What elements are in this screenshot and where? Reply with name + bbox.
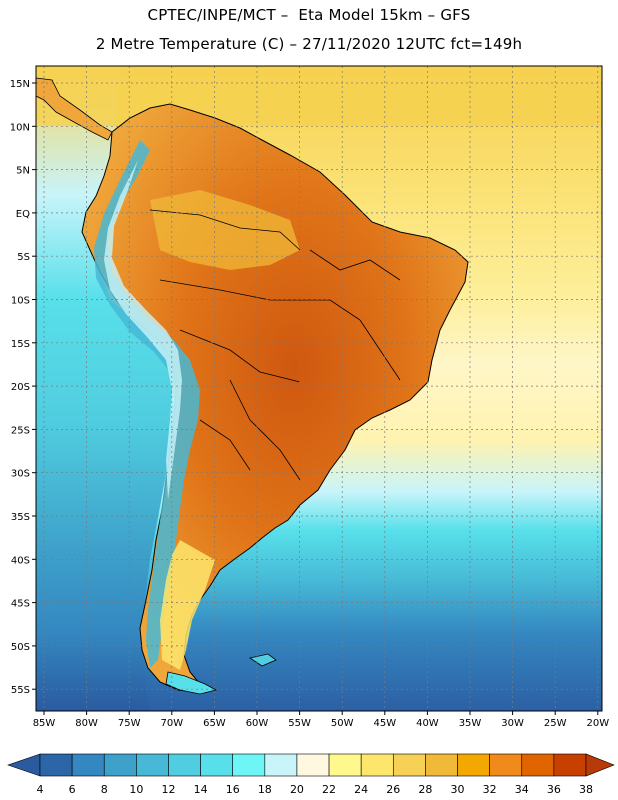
lon-label: 60W	[246, 718, 269, 729]
colorbar-label: 34	[515, 783, 529, 796]
colorbar-segment	[103, 753, 137, 777]
colorbar-segment	[71, 753, 105, 777]
colorbar-label: 8	[101, 783, 108, 796]
colorbar-label: 20	[290, 783, 304, 796]
colorbar-low-arrow	[7, 753, 41, 777]
colorbar-label: 26	[386, 783, 400, 796]
falkland-islands	[248, 653, 277, 667]
central-america	[36, 77, 113, 141]
lat-label: 25S	[11, 425, 30, 436]
colorbar-label: 4	[37, 783, 44, 796]
colorbar-label: 16	[226, 783, 240, 796]
colorbar-segment	[232, 753, 266, 777]
lon-label: 70W	[160, 718, 183, 729]
colorbar-label: 28	[418, 783, 432, 796]
lon-label: 35W	[459, 718, 482, 729]
pacific-ocean	[36, 66, 175, 711]
colorbar-segment	[392, 753, 426, 777]
lat-label: 5N	[16, 166, 30, 177]
colorbar-label: 6	[69, 783, 76, 796]
colorbar-segment	[360, 753, 394, 777]
lon-label: 45W	[373, 718, 396, 729]
patagonia-region	[160, 540, 215, 670]
colorbar-label: 10	[129, 783, 143, 796]
colorbar-segment	[521, 753, 555, 777]
tierra-del-fuego	[165, 671, 218, 695]
lon-label: 30W	[501, 718, 524, 729]
colorbar-segment	[39, 753, 73, 777]
lat-label: 20S	[11, 382, 30, 393]
colorbar-segment	[168, 753, 201, 777]
colorbar-segment	[457, 753, 490, 777]
colorbar-label: 12	[161, 783, 175, 796]
lat-label: 55S	[11, 685, 30, 696]
colorbar-segment	[264, 753, 298, 777]
lon-label: 65W	[203, 718, 226, 729]
colorbar-label: 14	[194, 783, 208, 796]
lat-label: 40S	[11, 555, 30, 566]
lon-label: 85W	[33, 718, 56, 729]
lon-label: 75W	[118, 718, 141, 729]
lat-label: 35S	[11, 512, 30, 523]
longitude-labels: 85W 80W 75W 70W 65W 60W 55W 50W 45W 40W 35W 30W 25W 2…	[33, 711, 609, 729]
colorbar-segment	[328, 753, 362, 777]
colorbar-segment	[136, 753, 169, 777]
lat-label: 45S	[11, 599, 30, 610]
lon-label: 40W	[416, 718, 439, 729]
andes-snow	[104, 160, 182, 500]
lat-label: 10N	[10, 122, 30, 133]
colorbar-label: 32	[483, 783, 497, 796]
country-borders	[149, 209, 401, 481]
lat-label: 50S	[11, 642, 30, 653]
map-title-line1: CPTEC/INPE/MCT – Eta Model 15km – GFS	[147, 6, 471, 24]
lon-label: 50W	[331, 718, 354, 729]
lat-label: 10S	[11, 296, 30, 307]
lon-label: 55W	[288, 718, 311, 729]
colorbar-segment	[489, 753, 523, 777]
lat-label: 30S	[11, 469, 30, 480]
colorbar-label: 22	[322, 783, 336, 796]
colorbar: 4 6 8 10 12 14 16 18 20 22 24 26 28 30 32 34 36 38	[7, 753, 615, 796]
lat-label: 15N	[10, 79, 30, 90]
colorbar-label: 30	[451, 783, 465, 796]
amazon-warm-region	[150, 190, 300, 270]
lon-label: 80W	[75, 718, 98, 729]
colorbar-segment	[296, 753, 330, 777]
colorbar-label: 38	[579, 783, 593, 796]
colorbar-high-arrow	[585, 753, 615, 777]
colorbar-label: 36	[547, 783, 561, 796]
tropical-ocean	[36, 66, 602, 126]
colorbar-segment	[200, 753, 234, 777]
lon-label: 20W	[586, 718, 609, 729]
lat-label: 5S	[17, 252, 30, 263]
lat-label: 15S	[11, 339, 30, 350]
andes-cold-strip	[94, 140, 200, 668]
colorbar-label: 24	[354, 783, 368, 796]
colorbar-label: 18	[258, 783, 272, 796]
map-title-line2: 2 Metre Temperature (C) – 27/11/2020 12U…	[95, 35, 523, 53]
latitude-labels: 15N 10N 5N EQ 5S 10S 15S 20S 25S 30S 35S 40S 45S 50S 5…	[10, 79, 36, 696]
colorbar-segment	[553, 753, 587, 777]
lon-label: 25W	[544, 718, 567, 729]
colorbar-segment	[425, 753, 458, 777]
graticule	[36, 66, 602, 711]
map-frame	[35, 65, 603, 712]
lat-label: EQ	[16, 209, 30, 220]
